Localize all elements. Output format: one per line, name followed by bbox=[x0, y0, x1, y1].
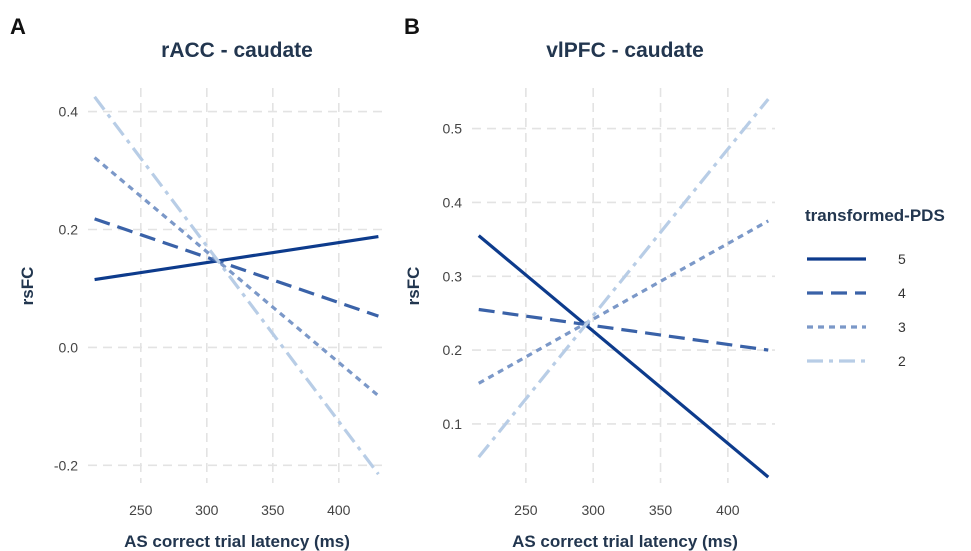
panel-a-gridlines bbox=[88, 88, 385, 483]
legend-label-2: 2 bbox=[898, 353, 906, 369]
panel-b: B vlPFC - caudate 250 300 350 400 0.1 0.2 0.3 0… bbox=[404, 14, 775, 551]
panel-a-y-tick-label: 0.2 bbox=[59, 221, 79, 237]
panel-a-y-tick-label: -0.2 bbox=[54, 457, 78, 473]
panel-b-x-tick-label: 400 bbox=[716, 502, 740, 518]
panel-b-series-lines bbox=[477, 98, 770, 479]
panel-a-series-lines bbox=[93, 95, 380, 476]
panel-b-letter: B bbox=[404, 14, 420, 39]
panel-a-title: rACC - caudate bbox=[161, 39, 313, 62]
panel-a-series-5-line bbox=[94, 234, 379, 282]
panel-b-y-tick-label: 0.3 bbox=[443, 268, 463, 284]
panel-b-x-tick-label: 350 bbox=[649, 502, 673, 518]
legend-items: 5 4 3 2 bbox=[807, 251, 906, 369]
panel-b-y-tick-label: 0.4 bbox=[443, 194, 463, 210]
panel-a-y-tick-label: 0.0 bbox=[59, 339, 79, 355]
legend-label-4: 4 bbox=[898, 285, 906, 301]
panel-a-x-axis-label: AS correct trial latency (ms) bbox=[124, 532, 350, 551]
panel-a: A rACC - caudate 250 300 350 400 -0.2 0.0 0.2 0… bbox=[10, 14, 385, 551]
legend-label-5: 5 bbox=[898, 251, 906, 267]
panel-a-series-4-line bbox=[94, 217, 379, 318]
panel-a-letter: A bbox=[10, 14, 26, 39]
panel-b-x-axis-label: AS correct trial latency (ms) bbox=[512, 532, 738, 551]
panel-a-x-tick-label: 350 bbox=[261, 502, 285, 518]
panel-a-series-2-line bbox=[93, 95, 380, 476]
panel-b-y-tick-label: 0.1 bbox=[443, 416, 463, 432]
panel-b-series-2-line bbox=[477, 98, 770, 459]
panel-b-x-tick-label: 300 bbox=[582, 502, 606, 518]
panel-a-x-tick-label: 400 bbox=[327, 502, 351, 518]
panel-b-series-5-line bbox=[477, 234, 770, 479]
panel-b-title: vlPFC - caudate bbox=[546, 39, 704, 62]
panel-b-tick-labels: 250 300 350 400 0.1 0.2 0.3 0.4 0.5 bbox=[443, 121, 740, 518]
panel-a-y-axis-label: rsFC bbox=[18, 267, 37, 306]
panel-a-y-tick-label: 0.4 bbox=[59, 104, 79, 120]
panel-a-tick-labels: 250 300 350 400 -0.2 0.0 0.2 0.4 bbox=[54, 104, 351, 518]
legend-title: transformed-PDS bbox=[805, 206, 945, 225]
panel-b-series-4-line bbox=[478, 307, 769, 352]
panel-a-x-tick-label: 250 bbox=[129, 502, 153, 518]
panel-b-y-tick-label: 0.5 bbox=[443, 121, 463, 137]
legend: transformed-PDS 5 4 3 2 bbox=[805, 206, 945, 369]
panel-a-series-3-line bbox=[93, 156, 380, 397]
panel-b-x-tick-label: 250 bbox=[514, 502, 538, 518]
panel-b-series-3-line bbox=[477, 219, 770, 385]
panel-b-y-tick-label: 0.2 bbox=[443, 342, 463, 358]
panel-b-y-axis-label: rsFC bbox=[404, 267, 423, 306]
panel-a-x-tick-label: 300 bbox=[195, 502, 219, 518]
legend-label-3: 3 bbox=[898, 319, 906, 335]
